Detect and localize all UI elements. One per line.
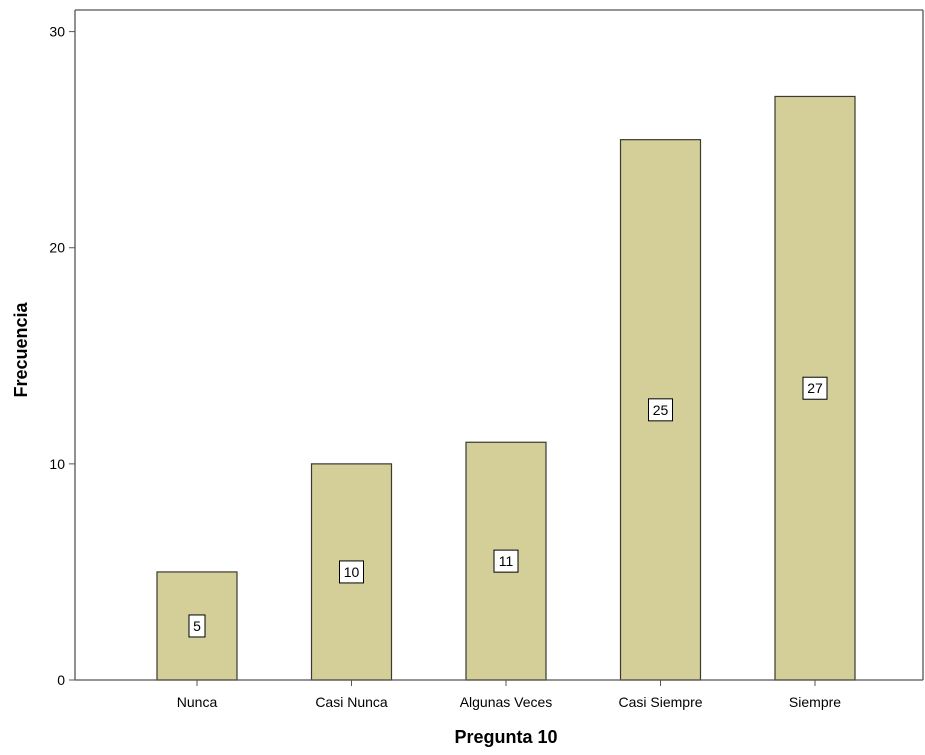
y-tick-label: 20 xyxy=(49,240,65,256)
data-label-box xyxy=(188,614,206,638)
x-tick-label: Casi Siempre xyxy=(618,694,702,710)
y-axis-title: Frecuencia xyxy=(11,301,31,397)
bars: 5 10 11 25 27 xyxy=(156,95,856,681)
data-label: 10 xyxy=(344,564,360,580)
x-axis-title: Pregunta 10 xyxy=(454,727,557,747)
y-axis-ticks: 0 10 20 30 xyxy=(49,24,75,688)
data-label-box xyxy=(339,560,364,584)
data-label: 25 xyxy=(653,402,669,418)
y-tick-label: 10 xyxy=(49,456,65,472)
x-tick-label: Casi Nunca xyxy=(315,694,388,710)
data-label: 5 xyxy=(193,618,201,634)
x-tick-label: Siempre xyxy=(789,694,841,710)
plot-frame xyxy=(74,9,924,681)
data-label-box xyxy=(802,376,828,400)
x-axis-labels: Nunca Casi Nunca Algunas Veces Casi Siempre… xyxy=(177,680,841,710)
data-label: 27 xyxy=(807,380,823,396)
data-label-box xyxy=(648,398,673,422)
y-tick-label: 30 xyxy=(49,24,65,40)
x-tick-label: Nunca xyxy=(177,694,218,710)
y-tick-label: 0 xyxy=(57,672,65,688)
data-label-box xyxy=(493,549,519,573)
x-tick-label: Algunas Veces xyxy=(460,694,553,710)
data-label: 11 xyxy=(499,553,514,569)
